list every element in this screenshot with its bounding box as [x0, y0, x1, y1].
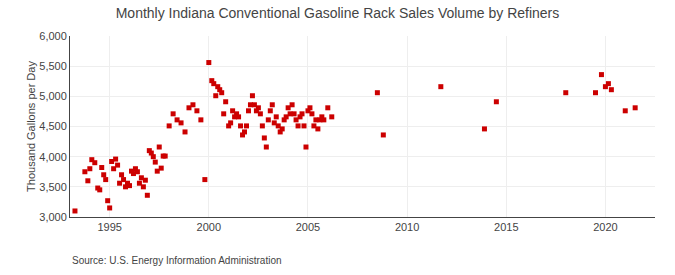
- svg-text:Source: U.S. Energy Informatio: Source: U.S. Energy Information Administ…: [72, 255, 282, 266]
- svg-text:Monthly Indiana Conventional G: Monthly Indiana Conventional Gasoline Ra…: [116, 5, 560, 21]
- svg-text:5,500: 5,500: [39, 60, 67, 72]
- svg-text:2005: 2005: [296, 221, 320, 233]
- svg-text:Thousand Gallons per Day: Thousand Gallons per Day: [25, 61, 37, 192]
- svg-text:4,000: 4,000: [39, 151, 67, 163]
- svg-text:3,000: 3,000: [39, 211, 67, 223]
- svg-text:2015: 2015: [494, 221, 518, 233]
- svg-text:1995: 1995: [97, 221, 121, 233]
- svg-text:2020: 2020: [593, 221, 617, 233]
- svg-text:3,500: 3,500: [39, 181, 67, 193]
- svg-text:4,500: 4,500: [39, 120, 67, 132]
- svg-text:2000: 2000: [197, 221, 221, 233]
- svg-text:5,000: 5,000: [39, 90, 67, 102]
- svg-text:2010: 2010: [395, 221, 419, 233]
- svg-text:6,000: 6,000: [39, 30, 67, 42]
